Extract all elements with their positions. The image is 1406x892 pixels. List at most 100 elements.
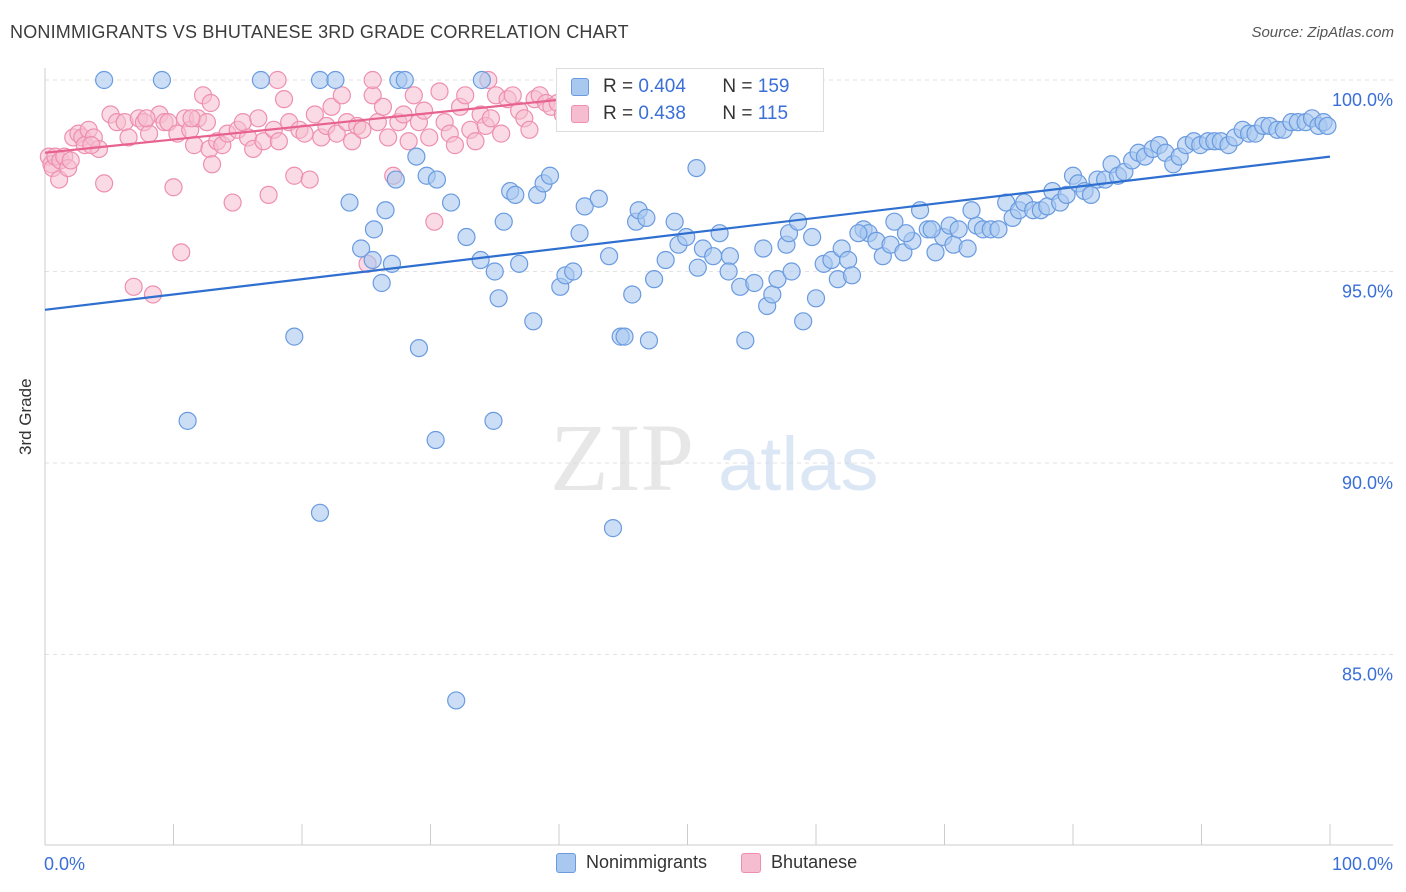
data-point-bhutanese <box>143 285 163 304</box>
legend-label: Bhutanese <box>771 852 858 872</box>
data-point-bhutanese <box>137 109 156 128</box>
data-point-nonimmigrants <box>564 262 583 281</box>
data-point-bhutanese <box>420 128 439 147</box>
data-point-nonimmigrants <box>623 285 642 304</box>
legend-swatch-blue <box>556 852 576 873</box>
data-point-nonimmigrants <box>363 250 382 270</box>
data-point-nonimmigrants <box>704 247 723 266</box>
data-point-nonimmigrants <box>484 411 503 430</box>
data-point-nonimmigrants <box>768 270 787 289</box>
data-point-nonimmigrants <box>688 258 707 277</box>
data-point-bhutanese <box>322 97 341 116</box>
legend-label: Nonimmigrants <box>586 852 708 872</box>
data-point-bhutanese <box>202 155 222 174</box>
legend-n-value: 159 <box>757 76 790 97</box>
data-point-nonimmigrants <box>540 166 560 185</box>
data-point-nonimmigrants <box>687 158 706 178</box>
data-point-bhutanese <box>353 120 372 139</box>
data-point-nonimmigrants <box>426 430 445 450</box>
data-point-bhutanese <box>430 82 449 101</box>
data-point-nonimmigrants <box>570 224 589 243</box>
data-point-nonimmigrants <box>849 224 868 243</box>
data-point-nonimmigrants <box>962 201 981 220</box>
data-point-nonimmigrants <box>310 70 330 90</box>
y-tick-label: 90.0% <box>1342 473 1393 493</box>
data-point-nonimmigrants <box>409 339 429 358</box>
data-point-nonimmigrants <box>736 331 755 350</box>
data-point-bhutanese <box>259 185 278 204</box>
data-point-nonimmigrants <box>989 220 1008 239</box>
axes <box>44 68 1393 846</box>
trend-line-bhutanese <box>44 98 566 154</box>
watermark: ZIP atlas <box>550 404 879 511</box>
data-point-bhutanese <box>82 136 101 155</box>
data-point-bhutanese <box>197 113 217 132</box>
data-point-nonimmigrants <box>603 519 623 538</box>
data-point-bhutanese <box>425 212 444 231</box>
data-point-bhutanese <box>119 128 138 147</box>
data-point-nonimmigrants <box>485 262 504 281</box>
data-point-nonimmigrants <box>926 243 945 262</box>
data-point-nonimmigrants <box>615 327 634 346</box>
data-point-nonimmigrants <box>441 193 461 212</box>
data-point-nonimmigrants <box>600 247 619 266</box>
legend-r-label: R = <box>603 76 639 97</box>
data-point-bhutanese <box>481 109 500 128</box>
legend-r-value: 0.438 <box>638 103 686 124</box>
data-point-nonimmigrants <box>639 331 659 350</box>
data-point-bhutanese <box>61 151 80 170</box>
legend-swatch-blue <box>571 78 589 96</box>
data-point-bhutanese <box>466 132 485 151</box>
y-tick-label: 100.0% <box>1332 90 1393 110</box>
data-point-bhutanese <box>124 277 143 296</box>
data-point-nonimmigrants <box>885 212 904 231</box>
watermark-zip: ZIP <box>550 404 694 511</box>
data-point-nonimmigrants <box>637 208 656 227</box>
data-point-nonimmigrants <box>352 239 371 258</box>
legend-item-bhutanese[interactable]: Bhutanese <box>741 852 857 873</box>
legend-row-bhutanese: R = 0.438 N = 115 <box>571 102 788 126</box>
data-point-nonimmigrants <box>471 250 490 270</box>
data-point-nonimmigrants <box>754 239 773 258</box>
data-point-nonimmigrants <box>152 70 172 90</box>
data-point-bhutanese <box>95 174 114 193</box>
y-tick-labels: 85.0% 90.0% 95.0% 100.0% <box>1332 90 1393 685</box>
data-point-bhutanese <box>305 105 324 124</box>
data-point-nonimmigrants <box>763 285 782 304</box>
data-point-bhutanese <box>373 97 393 116</box>
data-point-nonimmigrants <box>510 254 529 273</box>
data-point-nonimmigrants <box>575 197 594 216</box>
data-point-bhutanese <box>164 178 183 197</box>
data-point-nonimmigrants <box>922 220 941 239</box>
data-point-nonimmigrants <box>326 70 345 90</box>
watermark-atlas: atlas <box>718 422 879 507</box>
data-point-nonimmigrants <box>842 266 862 285</box>
bhutanese-points <box>39 70 592 304</box>
data-point-nonimmigrants <box>644 270 664 289</box>
data-point-bhutanese <box>492 124 511 143</box>
data-point-nonimmigrants <box>803 227 822 247</box>
y-tick-label: 95.0% <box>1342 282 1393 302</box>
data-point-nonimmigrants <box>710 224 729 243</box>
data-point-bhutanese <box>201 93 220 113</box>
y-axis-label: 3rd Grade <box>16 378 35 455</box>
data-point-bhutanese <box>368 113 387 132</box>
data-point-bhutanese <box>223 193 242 212</box>
data-point-bhutanese <box>172 243 191 262</box>
data-point-bhutanese <box>249 109 268 128</box>
data-point-nonimmigrants <box>806 289 826 308</box>
legend-r-value: 0.404 <box>638 76 686 97</box>
data-point-bhutanese <box>445 136 465 155</box>
data-point-nonimmigrants <box>719 262 738 281</box>
legend-n-label: N = <box>722 103 758 124</box>
data-point-nonimmigrants <box>407 147 426 166</box>
data-point-nonimmigrants <box>395 70 414 90</box>
data-point-bhutanese <box>414 101 434 120</box>
legend-item-nonimmigrants[interactable]: Nonimmigrants <box>556 852 707 873</box>
data-point-bhutanese <box>269 132 288 151</box>
stats-legend: R = 0.404 N = 159 R = 0.438 N = 115 <box>556 68 824 132</box>
data-point-bhutanese <box>332 86 351 105</box>
data-point-bhutanese <box>268 70 287 90</box>
data-point-nonimmigrants <box>949 220 968 239</box>
data-point-bhutanese <box>300 170 319 189</box>
